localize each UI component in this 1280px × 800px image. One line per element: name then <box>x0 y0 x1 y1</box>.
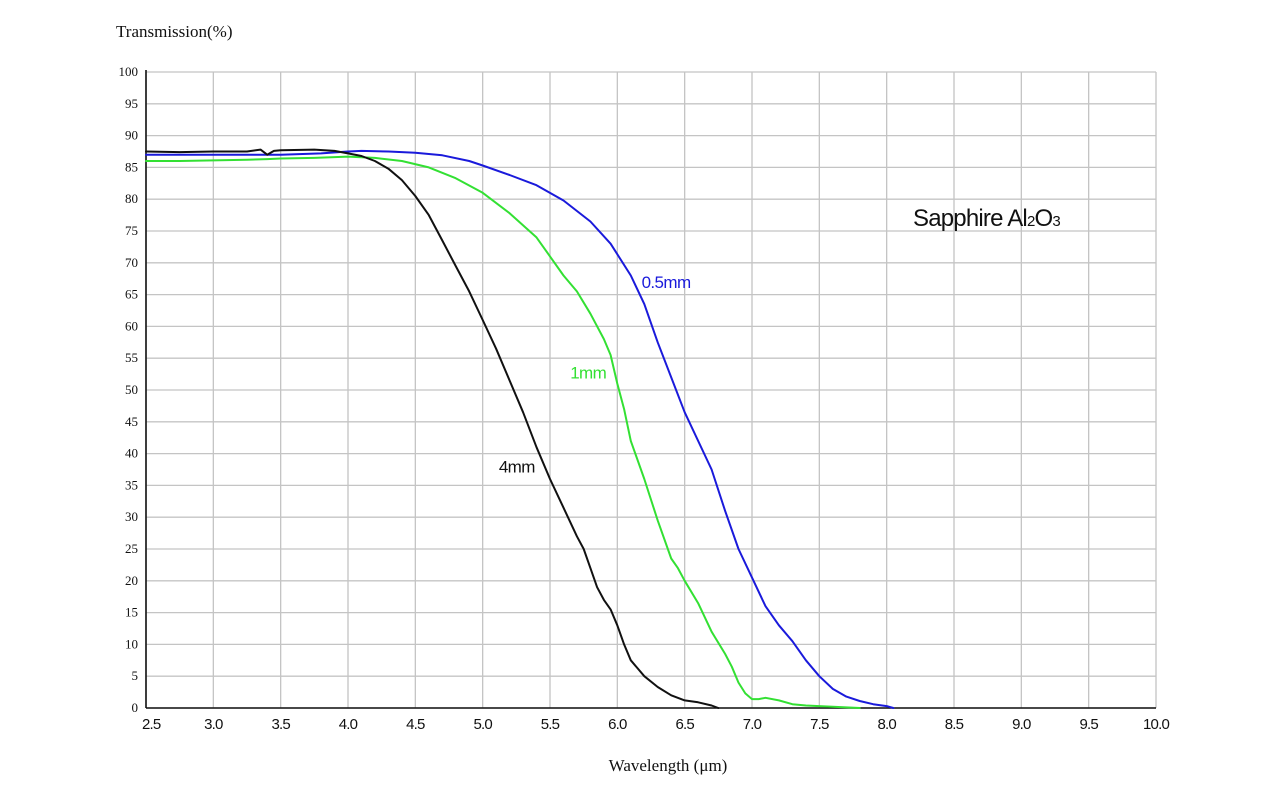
y-tick-label: 30 <box>125 509 138 524</box>
x-axis-label: Wavelength (μm) <box>609 756 728 775</box>
chart-title-main: Sapphire Al <box>913 205 1027 232</box>
chart-title: Sapphire Al2O3 <box>913 205 1060 232</box>
y-tick-label: 95 <box>125 96 138 111</box>
y-tick-labels: 0 5 10 15 20 25 30 35 40 45 50 55 60 65 70 75 80 85 90 95 10… <box>119 64 139 715</box>
y-tick-label: 85 <box>125 159 138 174</box>
y-tick-label: 80 <box>125 191 138 206</box>
x-tick-label: 4.5 <box>406 716 425 733</box>
series-line-4mm <box>145 148 720 709</box>
x-tick-label: 9.5 <box>1079 716 1098 733</box>
series-line-0.5mm <box>145 149 895 709</box>
x-tick-label: 5.0 <box>473 716 492 733</box>
y-tick-label: 60 <box>125 318 138 333</box>
series-annotation: 0.5mm <box>642 273 691 292</box>
y-tick-label: 0 <box>132 700 139 715</box>
y-tick-label: 5 <box>132 668 139 683</box>
series-line-1mm <box>145 155 861 709</box>
y-tick-label: 20 <box>125 573 138 588</box>
x-tick-label: 4.0 <box>339 716 358 733</box>
x-tick-label: 7.0 <box>743 716 762 733</box>
y-tick-label: 55 <box>125 350 138 365</box>
x-tick-label: 2.5 <box>142 716 161 733</box>
x-tick-label: 3.5 <box>271 716 290 733</box>
chart-title-sub1: 2 <box>1027 213 1035 230</box>
y-tick-label: 75 <box>125 223 138 238</box>
y-tick-label: 65 <box>125 287 138 302</box>
x-tick-label: 8.5 <box>945 716 964 733</box>
series-annotation: 1mm <box>570 364 606 383</box>
x-tick-label: 7.5 <box>810 716 829 733</box>
chart-title-sub2: 3 <box>1052 213 1060 230</box>
x-tick-labels: 2.5 3.0 3.5 4.0 4.5 5.0 5.5 6.0 6.5 7.0 7.5 8.0 8.5 9… <box>142 716 1170 733</box>
y-tick-label: 15 <box>125 605 138 620</box>
series-lines <box>145 148 895 709</box>
x-tick-label: 5.5 <box>541 716 560 733</box>
y-tick-label: 90 <box>125 128 138 143</box>
axes <box>145 70 1156 709</box>
series-annotations: 0.5mm 1mm 4mm <box>499 273 692 477</box>
y-tick-label: 40 <box>125 446 138 461</box>
y-tick-label: 35 <box>125 477 138 492</box>
y-tick-label: 50 <box>125 382 138 397</box>
chart-title-mid: O <box>1035 205 1053 232</box>
series-annotation: 4mm <box>499 458 535 477</box>
x-tick-label: 10.0 <box>1143 716 1169 733</box>
y-axis-label: Transmission(%) <box>116 22 233 41</box>
y-tick-label: 25 <box>125 541 138 556</box>
y-tick-label: 45 <box>125 414 138 429</box>
y-tick-label: 10 <box>125 636 138 651</box>
y-tick-label: 100 <box>119 64 139 79</box>
y-tick-label: 70 <box>125 255 138 270</box>
x-tick-label: 8.0 <box>877 716 896 733</box>
x-tick-label: 6.5 <box>675 716 694 733</box>
x-tick-label: 3.0 <box>204 716 223 733</box>
x-tick-label: 6.0 <box>608 716 627 733</box>
grid <box>145 71 1157 709</box>
x-tick-label: 9.0 <box>1012 716 1031 733</box>
